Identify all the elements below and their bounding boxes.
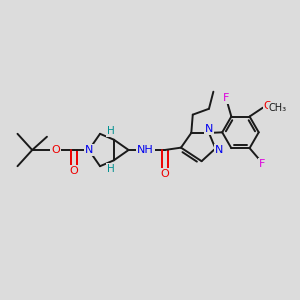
Text: H: H (107, 164, 115, 173)
Text: O: O (160, 169, 169, 179)
Text: H: H (107, 127, 115, 136)
Text: N: N (215, 145, 223, 155)
Text: O: O (51, 145, 60, 155)
Text: NH: NH (137, 145, 154, 155)
Text: N: N (85, 145, 93, 155)
Text: O: O (69, 166, 78, 176)
Text: F: F (223, 93, 230, 103)
Text: F: F (259, 159, 265, 169)
Text: O: O (264, 101, 272, 111)
Text: N: N (205, 124, 213, 134)
Text: CH₃: CH₃ (268, 103, 286, 113)
